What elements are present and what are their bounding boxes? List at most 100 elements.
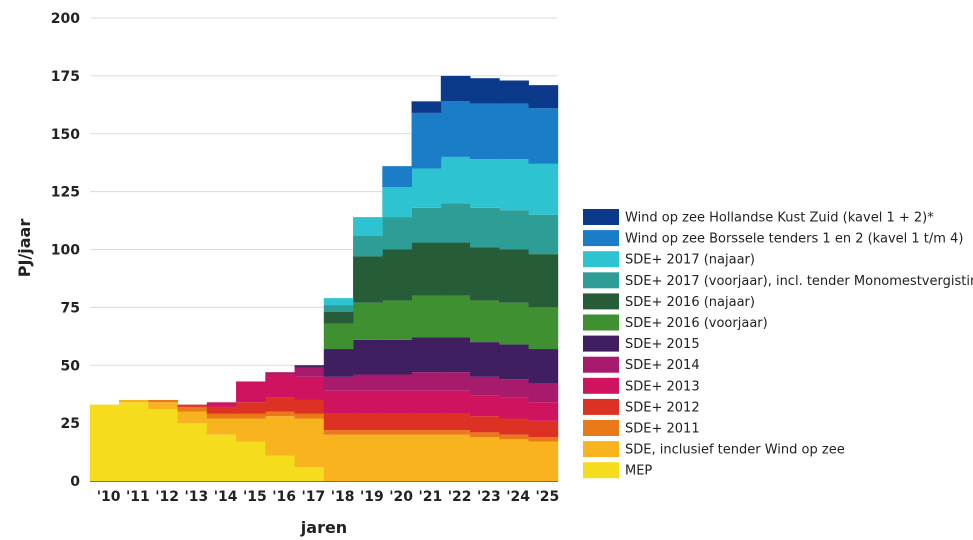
area-segment	[148, 402, 178, 410]
legend-label: SDE+ 2011	[625, 422, 700, 437]
y-axis-label: PJ/jaar	[15, 219, 34, 278]
area-segment	[236, 381, 266, 403]
area-segment	[440, 413, 471, 431]
area-segment	[440, 203, 471, 243]
area-segment	[470, 437, 500, 481]
area-segment	[148, 399, 178, 403]
area-segment	[499, 210, 529, 250]
area-segment	[382, 300, 412, 340]
area-segment	[206, 418, 237, 435]
series-band	[323, 295, 559, 350]
area-segment	[353, 235, 383, 257]
x-tick-label: '23	[477, 489, 501, 505]
legend-label: MEP	[625, 464, 652, 479]
area-segment	[323, 413, 354, 431]
area-segment	[323, 376, 354, 391]
area-segment	[323, 298, 354, 306]
legend-swatch	[583, 335, 619, 352]
legend-swatch	[583, 377, 619, 394]
area-segment	[440, 156, 471, 204]
legend-swatch	[583, 462, 619, 479]
area-segment	[440, 430, 471, 435]
x-tick-label: '18	[331, 489, 355, 505]
area-segment	[89, 404, 120, 481]
area-segment	[236, 418, 266, 442]
series-band	[323, 156, 559, 306]
area-segment	[353, 374, 383, 391]
area-segment	[206, 402, 237, 407]
area-segment	[411, 168, 442, 208]
area-segment	[265, 397, 295, 412]
x-tick-label: '14	[214, 489, 238, 505]
legend-swatch	[583, 293, 619, 310]
area-segment	[265, 416, 295, 456]
area-segment	[470, 207, 500, 248]
area-segment	[528, 420, 559, 438]
area-segment	[323, 323, 354, 350]
area-segment	[323, 390, 354, 414]
series-band	[323, 242, 559, 324]
y-tick-label: 0	[70, 474, 80, 490]
area-segment	[470, 247, 500, 301]
area-segment	[470, 376, 500, 396]
x-tick-label: '10	[97, 489, 121, 505]
area-segment	[499, 344, 529, 380]
series-band	[119, 399, 559, 481]
y-tick-label: 25	[61, 416, 80, 432]
legend-label: SDE+ 2016 (voorjaar)	[625, 316, 768, 331]
area-segment	[470, 159, 500, 208]
area-segment	[294, 376, 325, 400]
area-segment	[528, 307, 559, 350]
area-segment	[411, 112, 442, 169]
area-segment	[177, 411, 208, 424]
x-tick-label: '12	[155, 489, 179, 505]
series-band	[177, 397, 559, 438]
area-segment	[499, 418, 529, 435]
area-segment	[382, 434, 412, 481]
area-segment	[382, 374, 412, 391]
legend-label: SDE+ 2017 (voorjaar), incl. tender Monom…	[625, 274, 973, 289]
area-segment	[528, 383, 559, 403]
y-tick-label: 75	[61, 300, 80, 316]
area-segment	[236, 413, 266, 419]
area-segment	[440, 434, 471, 481]
area-segment	[470, 78, 500, 104]
area-segment	[382, 217, 412, 250]
area-segment	[353, 413, 383, 431]
area-segment	[294, 365, 325, 368]
area-segment	[499, 159, 529, 211]
area-segment	[528, 254, 559, 308]
area-segment	[411, 207, 442, 243]
area-segment	[499, 397, 529, 419]
area-segment	[411, 242, 442, 296]
area-segment	[470, 432, 500, 438]
area-segment	[382, 390, 412, 414]
area-segment	[265, 372, 295, 375]
area-segment	[440, 75, 471, 102]
area-segment	[440, 101, 471, 157]
area-segment	[382, 166, 412, 187]
area-segment	[499, 439, 529, 481]
area-segment	[382, 186, 412, 218]
series-band	[323, 203, 559, 313]
area-segment	[353, 339, 383, 375]
area-segment	[528, 349, 559, 384]
area-segment	[440, 242, 471, 296]
y-tick-label: 175	[51, 69, 80, 85]
area-segment	[177, 404, 208, 407]
area-segment	[411, 372, 442, 391]
area-segment	[294, 367, 325, 377]
x-axis-ticks: '10 '11 '12 '13 '14 '15 '16 '17 '18 '19 '20 '21 '22 '…	[97, 489, 560, 505]
area-segment	[382, 430, 412, 435]
area-segment	[440, 390, 471, 414]
x-tick-label: '17	[301, 489, 325, 505]
stacked-bands	[89, 75, 559, 481]
legend-swatch	[583, 356, 619, 373]
area-segment	[528, 108, 559, 164]
x-tick-label: '15	[243, 489, 267, 505]
area-segment	[499, 80, 529, 104]
area-segment	[323, 312, 354, 324]
area-segment	[265, 455, 295, 481]
area-segment	[294, 467, 325, 481]
